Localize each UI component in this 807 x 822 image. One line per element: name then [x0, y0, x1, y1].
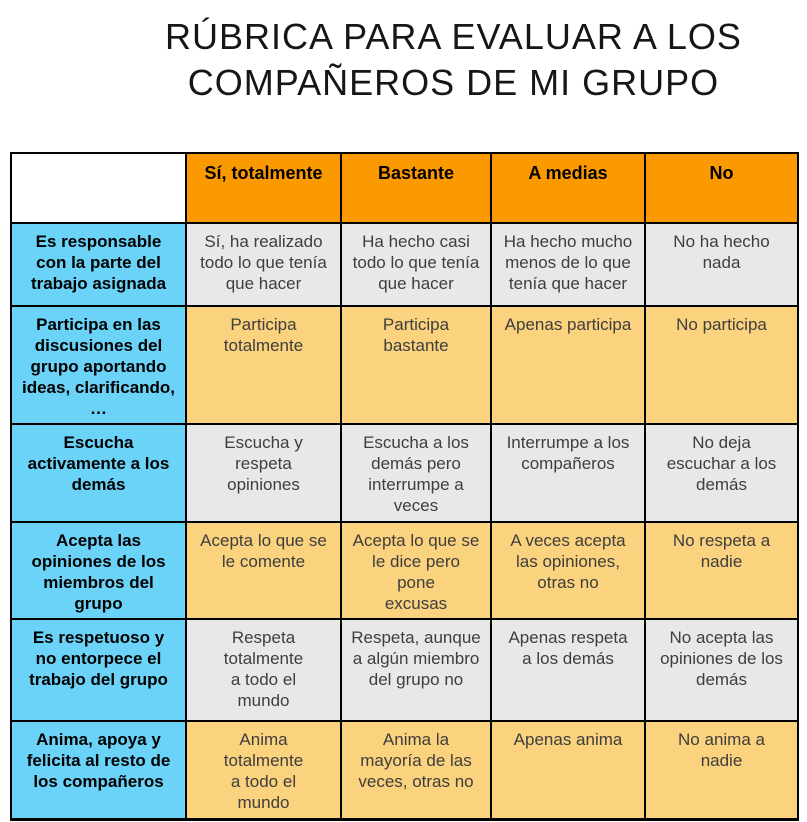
- table-row: Anima, apoya y felicita al resto de los …: [10, 720, 799, 820]
- column-header-no: No: [644, 152, 799, 224]
- criterion-cell: Escucha activamente a los demás: [10, 423, 187, 523]
- rubric-cell: Escucha a los demás pero interrumpe a ve…: [340, 423, 492, 523]
- rubric-table-body: Es responsable con la parte del trabajo …: [10, 222, 799, 820]
- rubric-cell: Participa totalmente: [185, 305, 342, 425]
- criterion-cell: Es responsable con la parte del trabajo …: [10, 222, 187, 307]
- table-row: Acepta las opiniones de los miembros del…: [10, 521, 799, 620]
- rubric-cell: Ha hecho casi todo lo que tenía que hace…: [340, 222, 492, 307]
- rubric-cell: No deja escuchar a los demás: [644, 423, 799, 523]
- rubric-cell: A veces acepta las opiniones, otras no: [490, 521, 646, 620]
- rubric-cell: Interrumpe a los compañeros: [490, 423, 646, 523]
- column-header-bastante: Bastante: [340, 152, 492, 224]
- table-row: Escucha activamente a los demás Escucha …: [10, 423, 799, 523]
- rubric-cell: No respeta a nadie: [644, 521, 799, 620]
- corner-cell: [10, 152, 187, 224]
- rubric-cell: No anima a nadie: [644, 720, 799, 820]
- rubric-cell: Acepta lo que se le comente: [185, 521, 342, 620]
- criterion-cell: Participa en las discusiones del grupo a…: [10, 305, 187, 425]
- table-row: Es responsable con la parte del trabajo …: [10, 222, 799, 307]
- rubric-table: Sí, totalmente Bastante A medias No Es r…: [10, 152, 799, 821]
- rubric-cell: No participa: [644, 305, 799, 425]
- page-title: RÚBRICA PARA EVALUAR A LOS COMPAÑEROS DE…: [165, 16, 742, 103]
- rubric-cell: Sí, ha realizado todo lo que tenía que h…: [185, 222, 342, 307]
- rubric-cell: Acepta lo que se le dice pero pone excus…: [340, 521, 492, 620]
- rubric-cell: Apenas respeta a los demás: [490, 618, 646, 722]
- column-header-a-medias: A medias: [490, 152, 646, 224]
- rubric-cell: No acepta las opiniones de los demás: [644, 618, 799, 722]
- rubric-cell: Anima la mayoría de las veces, otras no: [340, 720, 492, 820]
- rubric-cell: Apenas participa: [490, 305, 646, 425]
- rubric-cell: Respeta, aunque a algún miembro del grup…: [340, 618, 492, 722]
- column-header-si-totalmente: Sí, totalmente: [185, 152, 342, 224]
- rubric-cell: Participa bastante: [340, 305, 492, 425]
- rubric-cell: Escucha y respeta opiniones: [185, 423, 342, 523]
- criterion-cell: Acepta las opiniones de los miembros del…: [10, 521, 187, 620]
- rubric-cell: Anima totalmente a todo el mundo: [185, 720, 342, 820]
- header-row: Sí, totalmente Bastante A medias No: [10, 152, 799, 224]
- rubric-cell: No ha hecho nada: [644, 222, 799, 307]
- criterion-cell: Anima, apoya y felicita al resto de los …: [10, 720, 187, 820]
- rubric-cell: Ha hecho mucho menos de lo que tenía que…: [490, 222, 646, 307]
- table-row: Es respetuoso y no entorpece el trabajo …: [10, 618, 799, 722]
- rubric-cell: Respeta totalmente a todo el mundo: [185, 618, 342, 722]
- table-row: Participa en las discusiones del grupo a…: [10, 305, 799, 425]
- criterion-cell: Es respetuoso y no entorpece el trabajo …: [10, 618, 187, 722]
- rubric-cell: Apenas anima: [490, 720, 646, 820]
